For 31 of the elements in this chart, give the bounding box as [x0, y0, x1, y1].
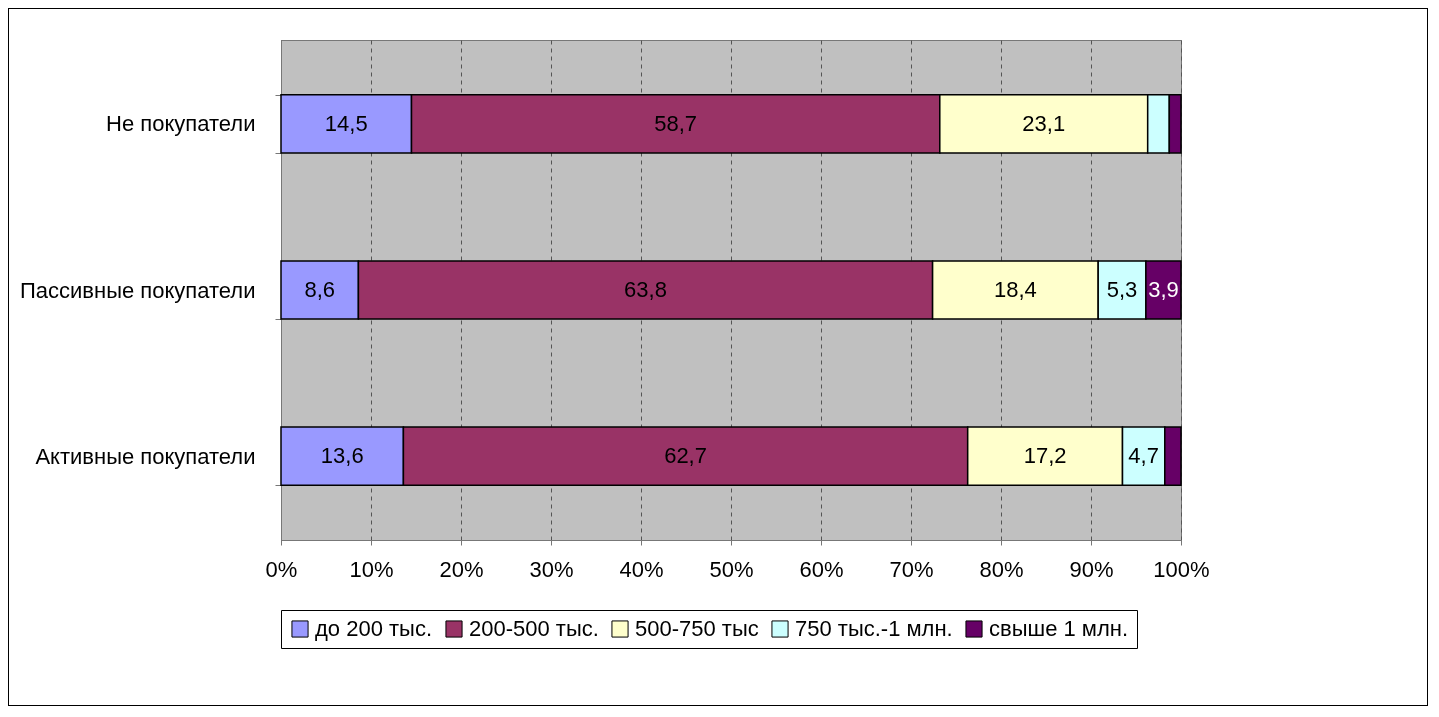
- data-label: 8,6: [304, 277, 335, 302]
- x-tick-label: 30%: [529, 556, 574, 582]
- legend-label: 500-750 тыс: [635, 616, 759, 641]
- legend-label: 200-500 тыс.: [469, 616, 599, 641]
- data-label: 58,7: [654, 110, 698, 136]
- y-tick-label: Не покупатели: [106, 111, 256, 137]
- x-tick-label: 40%: [619, 556, 664, 582]
- data-label: 3,9: [1148, 277, 1179, 302]
- y-tick-label: Активные покупатели: [35, 443, 256, 469]
- x-tick-label: 0%: [265, 556, 298, 582]
- legend-label: 750 тыс.-1 млн.: [795, 616, 953, 641]
- data-label: 18,4: [993, 277, 1037, 302]
- x-tick-label: 100%: [1153, 556, 1210, 582]
- x-tick-label: 70%: [889, 556, 934, 582]
- y-tick-label: Пассивные покупатели: [20, 277, 256, 303]
- data-label: 63,8: [624, 277, 667, 302]
- legend-label: свыше 1 млн.: [989, 616, 1129, 641]
- data-label: 14,5: [324, 110, 368, 136]
- data-label: 17,2: [1023, 443, 1067, 469]
- data-label: 4,7: [1128, 443, 1159, 469]
- x-tick-label: 90%: [1069, 556, 1114, 582]
- legend-label: до 200 тыс.: [315, 616, 433, 641]
- data-label: 5,3: [1106, 277, 1138, 302]
- x-tick-label: 10%: [349, 556, 394, 582]
- data-label: 62,7: [664, 443, 707, 469]
- data-label: 13,6: [320, 443, 364, 469]
- x-tick-label: 60%: [799, 556, 844, 582]
- x-tick-label: 50%: [709, 556, 754, 582]
- data-label: 23,1: [1022, 110, 1066, 136]
- x-tick-label: 80%: [979, 556, 1024, 582]
- x-tick-label: 20%: [439, 556, 484, 582]
